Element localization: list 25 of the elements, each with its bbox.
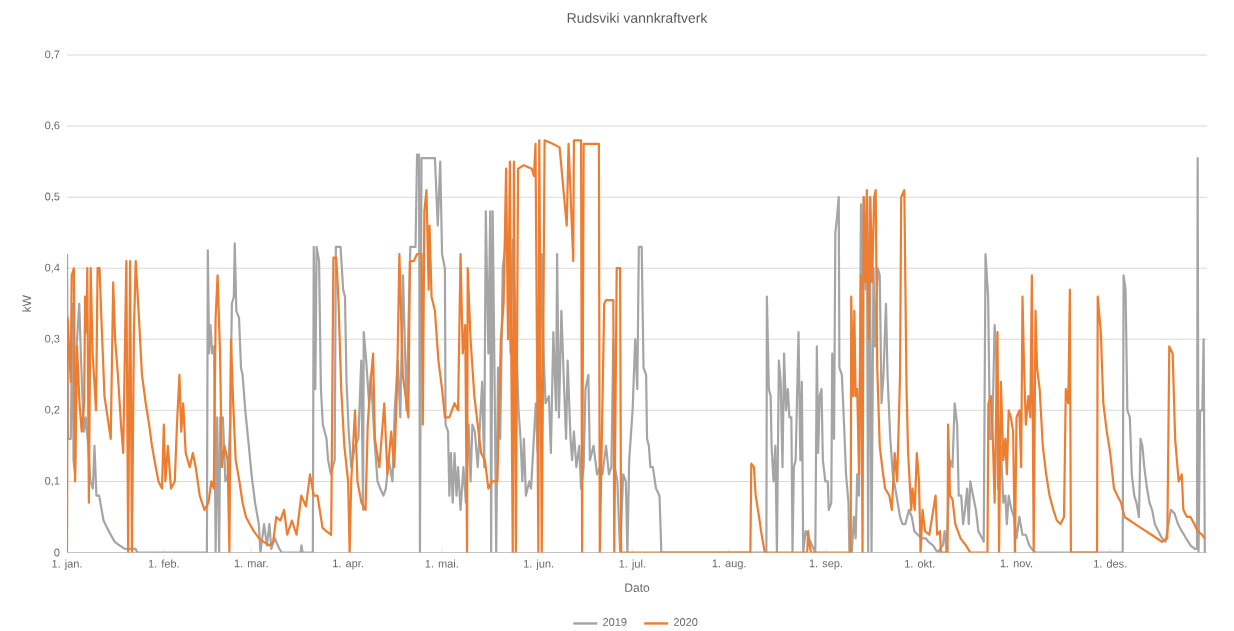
y-tick-label: 0,5 [45,192,60,202]
x-axis-title: Dato [625,583,650,592]
x-tick-label: 1. nov. [1000,559,1033,568]
y-tick-label: 0,3 [45,334,60,344]
y-axis-title: kW [22,295,31,312]
x-tick-label: 1. okt. [905,559,935,568]
y-tick-label: 0,1 [45,476,60,486]
x-tick-label: 1. apr. [333,559,363,570]
x-tick-label: 1. jun. [523,559,554,570]
x-tick-label: 1. sep. [809,559,842,570]
x-tick-label: 1. feb. [148,559,179,568]
legend-label: 2019 [603,618,627,626]
x-tick-label: 1. aug. [712,559,746,570]
x-tick-label: 1. mar. [234,559,268,568]
x-tick-label: 1. mai. [425,559,458,568]
y-tick-label: 0,2 [45,405,60,415]
y-tick-label: 0 [54,548,60,557]
y-tick-label: 0,7 [45,50,60,60]
y-tick-label: 0,6 [45,121,60,131]
chart-title: Rudsviki vannkraftverk [567,12,708,23]
x-tick-label: 1. des. [1094,559,1127,568]
y-tick-label: 0,4 [45,263,60,273]
x-tick-label: 1. jan. [52,559,82,570]
legend-label: 2020 [673,618,698,626]
x-tick-label: 1. jul. [619,559,645,570]
